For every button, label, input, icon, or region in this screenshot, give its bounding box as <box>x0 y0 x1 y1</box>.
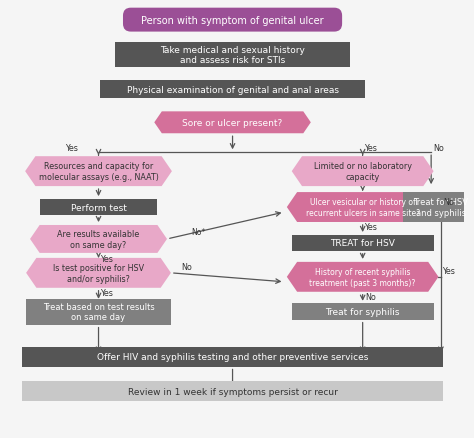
FancyBboxPatch shape <box>292 304 434 321</box>
Polygon shape <box>25 157 172 187</box>
Text: Ulcer vesicular or history of
recurrent ulcers in same site?: Ulcer vesicular or history of recurrent … <box>306 198 419 217</box>
FancyBboxPatch shape <box>40 200 157 215</box>
Text: Physical examination of genital and anal areas: Physical examination of genital and anal… <box>127 86 338 95</box>
Text: Are results available
on same day?: Are results available on same day? <box>57 230 140 249</box>
Text: Resources and capacity for
molecular assays (e.g., NAAT): Resources and capacity for molecular ass… <box>38 162 158 181</box>
Text: Person with symptom of genital ulcer: Person with symptom of genital ulcer <box>141 16 324 25</box>
Text: Yes: Yes <box>364 223 377 232</box>
FancyBboxPatch shape <box>403 193 474 223</box>
FancyBboxPatch shape <box>115 42 350 68</box>
Text: TREAT for HSV: TREAT for HSV <box>330 239 395 248</box>
Polygon shape <box>26 258 171 288</box>
Text: No: No <box>443 197 454 206</box>
Text: Yes: Yes <box>364 143 377 152</box>
Text: Treat for syphilis: Treat for syphilis <box>326 307 400 317</box>
Text: Treat based on test results
on same day: Treat based on test results on same day <box>43 302 155 321</box>
Text: No: No <box>434 143 445 152</box>
FancyBboxPatch shape <box>22 381 443 402</box>
Text: Yes: Yes <box>100 255 113 264</box>
Text: Limited or no laboratory
capacity: Limited or no laboratory capacity <box>314 162 411 181</box>
FancyBboxPatch shape <box>123 9 342 32</box>
Text: No: No <box>365 293 376 302</box>
FancyBboxPatch shape <box>26 299 171 325</box>
FancyBboxPatch shape <box>292 235 434 251</box>
Text: Yes: Yes <box>64 143 78 152</box>
FancyBboxPatch shape <box>22 347 443 367</box>
Text: Yes: Yes <box>442 267 455 276</box>
Text: Yes: Yes <box>100 289 113 297</box>
Text: Is test positive for HSV
and/or syphilis?: Is test positive for HSV and/or syphilis… <box>53 264 144 283</box>
Text: No*: No* <box>191 228 206 237</box>
Text: Review in 1 week if symptoms persist or recur: Review in 1 week if symptoms persist or … <box>128 387 337 396</box>
Text: History of recent syphilis
treatment (past 3 months)?: History of recent syphilis treatment (pa… <box>310 268 416 287</box>
Text: No: No <box>182 263 192 272</box>
Text: Sore or ulcer present?: Sore or ulcer present? <box>182 119 283 127</box>
Polygon shape <box>30 226 167 253</box>
Polygon shape <box>287 262 438 292</box>
Text: Take medical and sexual history
and assess risk for STIs: Take medical and sexual history and asse… <box>160 46 305 65</box>
Text: Offer HIV and syphilis testing and other preventive services: Offer HIV and syphilis testing and other… <box>97 352 368 361</box>
Text: Perform test: Perform test <box>71 203 127 212</box>
FancyBboxPatch shape <box>100 81 365 99</box>
Polygon shape <box>154 112 311 134</box>
Polygon shape <box>287 193 438 223</box>
Text: Treat for HSV
and syphilis: Treat for HSV and syphilis <box>413 198 468 217</box>
Polygon shape <box>292 157 434 187</box>
